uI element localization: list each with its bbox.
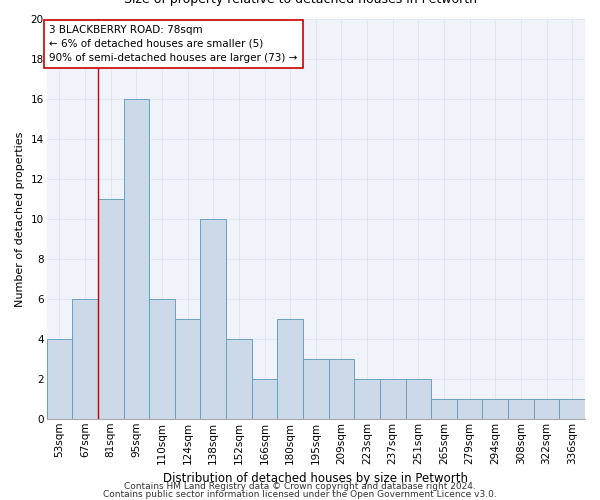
Bar	[124, 99, 149, 419]
Bar	[226, 339, 251, 419]
Bar	[482, 399, 508, 419]
Bar	[406, 379, 431, 419]
Bar	[559, 399, 585, 419]
Bar	[277, 319, 303, 419]
Bar	[149, 299, 175, 419]
Bar	[251, 379, 277, 419]
Bar	[457, 399, 482, 419]
Bar	[98, 199, 124, 419]
Text: Contains HM Land Registry data © Crown copyright and database right 2024.: Contains HM Land Registry data © Crown c…	[124, 482, 476, 491]
Text: 3 BLACKBERRY ROAD: 78sqm
← 6% of detached houses are smaller (5)
90% of semi-det: 3 BLACKBERRY ROAD: 78sqm ← 6% of detache…	[49, 25, 298, 63]
Bar	[303, 359, 329, 419]
Text: Size of property relative to detached houses in Petworth: Size of property relative to detached ho…	[124, 0, 476, 6]
Bar	[72, 299, 98, 419]
Text: Contains public sector information licensed under the Open Government Licence v3: Contains public sector information licen…	[103, 490, 497, 499]
Bar	[47, 339, 72, 419]
Bar	[329, 359, 354, 419]
X-axis label: Distribution of detached houses by size in Petworth: Distribution of detached houses by size …	[163, 472, 468, 485]
Bar	[354, 379, 380, 419]
Bar	[175, 319, 200, 419]
Bar	[200, 219, 226, 419]
Bar	[380, 379, 406, 419]
Y-axis label: Number of detached properties: Number of detached properties	[15, 131, 25, 306]
Bar	[534, 399, 559, 419]
Bar	[508, 399, 534, 419]
Bar	[431, 399, 457, 419]
